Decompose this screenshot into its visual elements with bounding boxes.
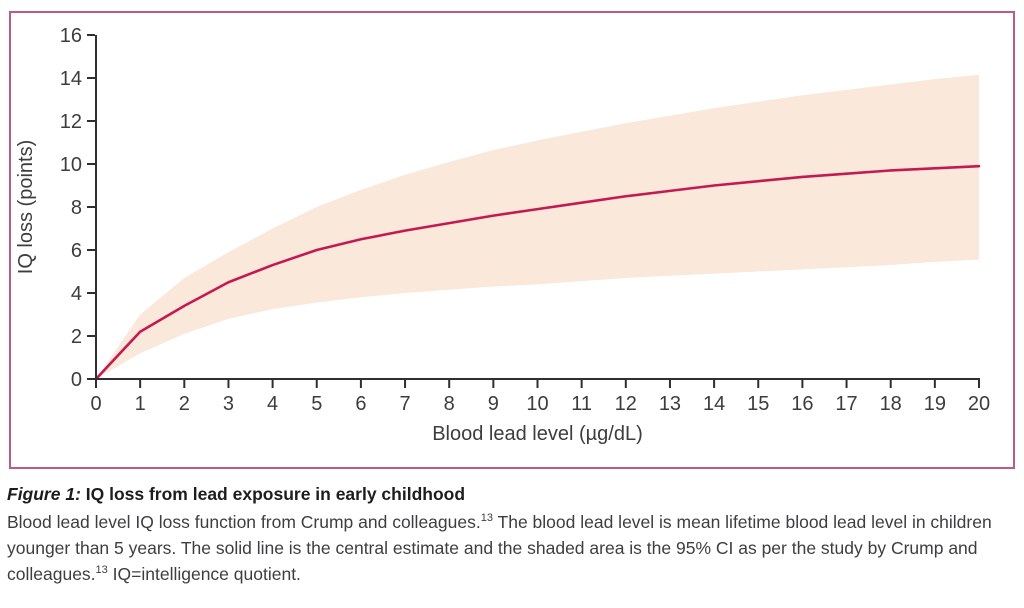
x-tick-label: 3 — [223, 393, 234, 415]
chart-panel: 0 1 2 3 4 5 6 7 8 9 10 11 12 13 14 15 16 17 18 19 20 0 2 4 6 8 10 1… — [9, 11, 1015, 469]
caption-title: Figure 1: IQ loss from lead exposure in … — [7, 484, 466, 504]
ci-band — [96, 74, 979, 380]
x-tick-label: 17 — [835, 393, 857, 415]
x-tick-label: 5 — [311, 393, 322, 415]
x-tick-label: 19 — [924, 393, 946, 415]
caption-body: Blood lead level IQ loss function from C… — [7, 512, 992, 584]
figure-caption: Figure 1: IQ loss from lead exposure in … — [7, 481, 1020, 587]
x-tick-label: 13 — [659, 393, 681, 415]
x-tick-label: 12 — [615, 393, 637, 415]
chart-svg: 0 1 2 3 4 5 6 7 8 9 10 11 12 13 14 15 16 17 18 19 2002468101… — [15, 25, 990, 445]
x-tick-label: 6 — [355, 393, 366, 415]
x-axis-title: Blood lead level (µg/dL) — [432, 423, 643, 445]
y-tick-label: 4 — [71, 283, 82, 305]
y-tick-label: 2 — [71, 326, 82, 348]
y-tick-label: 12 — [60, 111, 82, 133]
central-estimate-line — [94, 164, 981, 381]
y-tick-label: 6 — [71, 240, 82, 262]
y-tick-label: 10 — [60, 154, 82, 176]
x-tick-label: 15 — [747, 393, 769, 415]
x-tick-label: 7 — [399, 393, 410, 415]
y-tick-label: 16 — [60, 25, 82, 47]
x-tick-label: 14 — [703, 393, 725, 415]
y-axis-title: IQ loss (points) — [15, 140, 37, 274]
y-tick-label: 8 — [71, 197, 82, 219]
y-tick-label: 14 — [60, 68, 82, 90]
x-tick-label: 2 — [179, 393, 190, 415]
x-tick-label: 8 — [444, 393, 455, 415]
x-tick-label: 0 — [90, 393, 101, 415]
x-tick-label: 1 — [135, 393, 146, 415]
x-tick-label: 9 — [488, 393, 499, 415]
y-tick-label: 0 — [71, 369, 82, 391]
x-tick-label: 18 — [880, 393, 902, 415]
x-tick-label: 10 — [526, 393, 548, 415]
x-tick-label: 20 — [968, 393, 990, 415]
x-tick-label: 11 — [571, 393, 592, 415]
x-tick-label: 4 — [267, 393, 278, 415]
x-tick-label: 16 — [791, 393, 813, 415]
